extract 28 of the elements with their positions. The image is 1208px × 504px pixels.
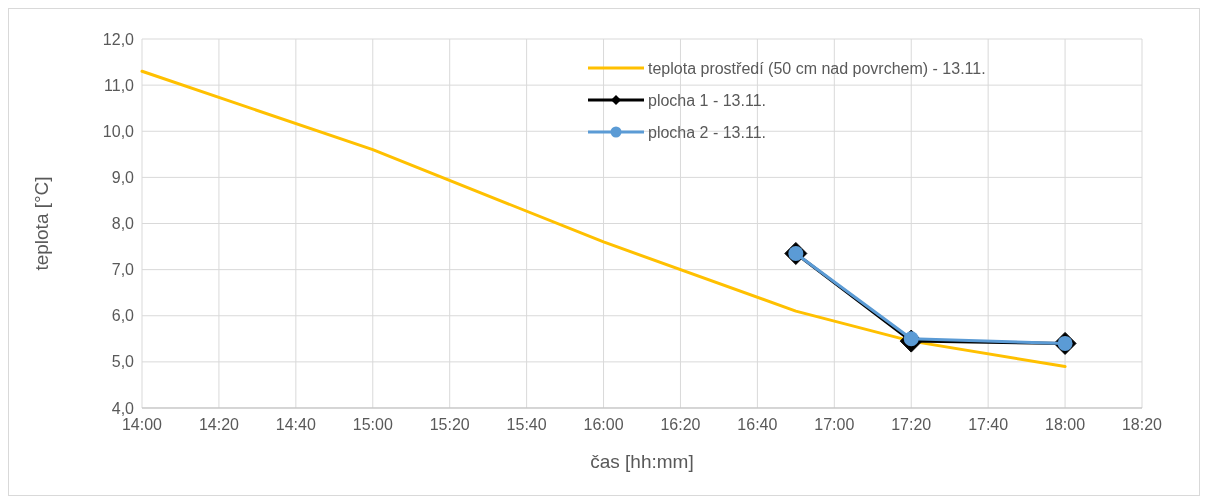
y-tick-label: 9,0 xyxy=(111,168,135,186)
y-tick-label: 8,0 xyxy=(111,215,135,233)
y-tick-label: 4,0 xyxy=(111,399,135,417)
x-tick-label: 14:40 xyxy=(275,416,316,433)
y-tick-label: 11,0 xyxy=(104,76,135,94)
x-tick-label: 16:00 xyxy=(583,416,624,433)
y-tick-label: 12,0 xyxy=(102,30,135,48)
x-tick-label: 18:20 xyxy=(1121,416,1163,433)
x-tick-label: 14:20 xyxy=(198,416,240,433)
x-tick-label: 18:00 xyxy=(1045,416,1086,433)
x-tick-label: 16:20 xyxy=(660,416,701,433)
x-tick-label: 17:40 xyxy=(968,416,1009,433)
x-axis-title: čas [hh:mm] xyxy=(590,451,694,472)
x-tick-label: 17:20 xyxy=(891,416,932,433)
y-axis-title: teplota [°C] xyxy=(31,176,52,271)
y-tick-label: 5,0 xyxy=(111,353,135,371)
y-tick-label: 10,0 xyxy=(102,122,135,140)
y-tick-label: 7,0 xyxy=(111,261,135,279)
x-tick-label: 15:40 xyxy=(506,416,547,433)
x-tick-label: 15:20 xyxy=(429,416,470,433)
legend-label: teplota prostředí (50 cm nad povrchem) - 13.11. xyxy=(648,59,986,77)
y-tick-label: 6,0 xyxy=(111,307,135,325)
x-tick-label: 15:00 xyxy=(352,416,393,433)
legend-label: plocha 2 - 13.11. xyxy=(648,123,767,141)
x-tick-label: 16:40 xyxy=(737,416,778,433)
legend-label: plocha 1 - 13.11. xyxy=(648,91,767,109)
x-tick-label: 14:00 xyxy=(121,416,163,433)
x-tick-label: 17:00 xyxy=(814,416,855,433)
